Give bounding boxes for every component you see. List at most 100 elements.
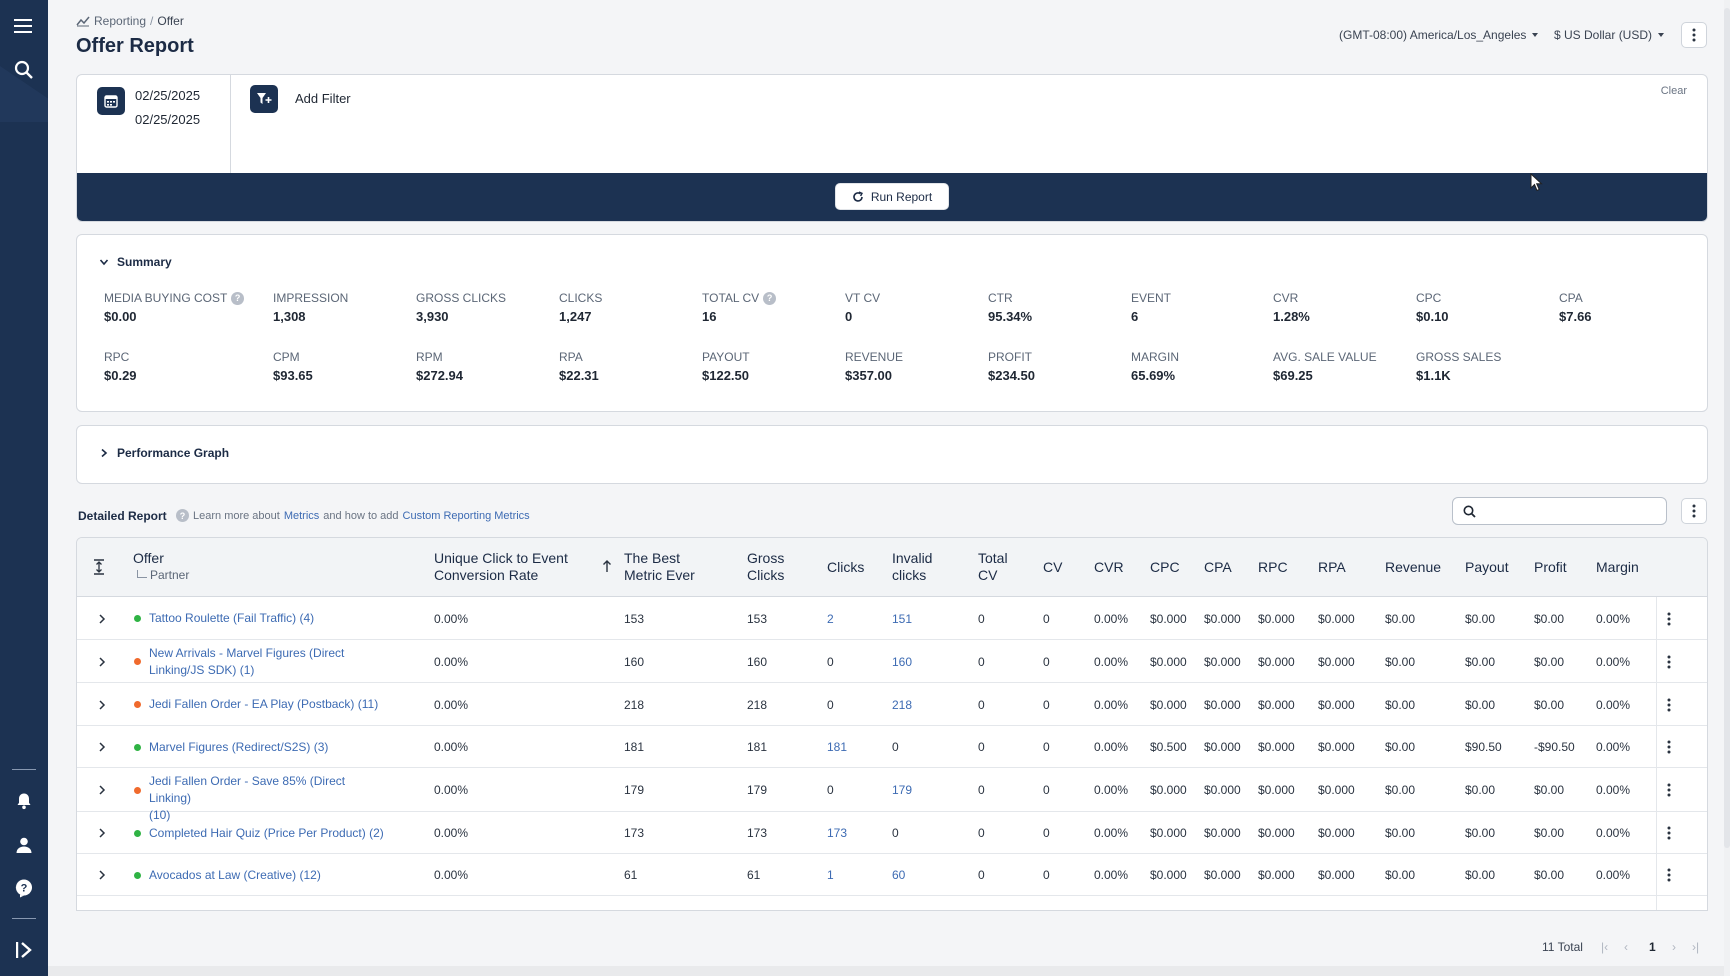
metrics-link[interactable]: Metrics [283,509,320,522]
run-report-button[interactable]: Run Report [835,183,949,210]
add-filter-button[interactable] [250,85,278,113]
summary-metric-label-text: GROSS SALES [1416,350,1502,364]
cell-clicks[interactable]: 173 [827,826,848,840]
col-unique-click-conversion-rate[interactable]: Unique Click to Event Conversion Rate [434,550,568,584]
help-icon[interactable]: ? [763,291,777,305]
expand-sidebar-icon[interactable] [0,932,48,968]
offer-name-link[interactable]: Completed Hair Quiz (Price Per Product) … [149,825,389,842]
cell-clicks[interactable]: 2 [827,611,834,626]
row-actions-icon[interactable] [1662,697,1676,713]
col-clicks[interactable]: Clicks [827,559,865,575]
row-actions-icon[interactable] [1662,611,1676,627]
table-row[interactable]: Completed Hair Quiz (Price Per Product) … [77,812,1707,854]
search-icon[interactable] [0,52,48,88]
cell-cpa: $0.000 [1204,697,1241,712]
summary-metric: RPM $272.94 [416,350,556,383]
row-actions-icon[interactable] [1662,867,1676,883]
table-row[interactable]: Jedi Fallen Order - Save 85% (Direct Lin… [77,768,1707,822]
summary-metric-label: RPM [416,350,556,364]
offer-name-link[interactable]: New Arrivals - Marvel Figures (Direct Lin… [149,645,389,679]
summary-metric: PAYOUT $122.50 [702,350,842,383]
cell-clicks[interactable]: 181 [827,740,848,754]
help-icon[interactable]: ? [231,291,244,305]
cell-cv: 0 [1043,740,1050,754]
chevron-right-icon[interactable] [95,868,109,882]
chevron-right-icon[interactable] [95,740,109,754]
table-row[interactable]: Marvel Figures (Redirect/S2S) (3) 0.00% 18… [77,726,1707,768]
last-page-icon[interactable]: ›| [1692,940,1700,954]
next-page-icon[interactable]: › [1672,940,1676,954]
col-cv[interactable]: CV [1043,559,1063,575]
table-row[interactable]: New Arrivals - Marvel Figures (Direct Lin… [77,640,1707,683]
chevron-right-icon[interactable] [95,826,109,840]
row-actions-icon[interactable] [1662,739,1676,755]
date-range[interactable]: 02/25/2025 02/25/2025 [77,75,231,173]
offer-name-link[interactable]: Marvel Figures (Redirect/S2S) (3) [149,739,389,756]
cell-invalid[interactable]: 218 [892,697,913,712]
table-row[interactable]: Jedi Fallen Order - EA Play (Postback) (… [77,683,1707,726]
cell-invalid[interactable]: 60 [892,868,906,882]
col-cpa[interactable]: CPA [1204,559,1232,575]
summary-metric: GROSS SALES $1.1K [1416,350,1556,383]
help-icon[interactable]: ? [0,870,48,906]
menu-icon[interactable] [0,8,48,44]
table-search-input[interactable] [1482,504,1666,518]
cell-clicks[interactable]: 1 [827,868,834,882]
cell-invalid[interactable]: 179 [892,783,913,797]
summary-metric-label-text: MARGIN [1131,350,1179,364]
col-revenue[interactable]: Revenue [1385,559,1442,575]
chevron-right-icon[interactable] [95,655,109,669]
calendar-button[interactable] [97,87,125,115]
currency-select[interactable]: $ US Dollar (USD) [1554,28,1665,42]
table-row[interactable]: Avocados at Law (Creative) (12) 0.00% 61 61… [77,854,1707,896]
row-actions-icon[interactable] [1662,782,1676,798]
chevron-right-icon[interactable] [95,783,109,797]
clear-filters-button[interactable]: Clear [1660,85,1687,97]
col-profit[interactable]: Profit [1534,559,1567,575]
row-actions-icon[interactable] [1662,654,1676,670]
sort-ascending-icon[interactable] [602,559,612,576]
bell-icon[interactable] [0,783,48,819]
col-total-cv[interactable]: Total CV [978,550,1008,584]
breadcrumb-reporting[interactable]: Reporting [94,14,147,28]
table-options-button[interactable] [1681,498,1707,524]
offer-name-link[interactable]: Tattoo Roulette (Fail Traffic) (4) [149,610,389,627]
page-scrollbar[interactable] [1724,0,1730,976]
table-row[interactable]: Tattoo Roulette (Fail Traffic) (4) 0.00% 1… [77,597,1707,640]
col-rpa[interactable]: RPA [1318,559,1346,575]
expand-all-icon[interactable] [93,559,105,578]
performance-graph-toggle[interactable]: Performance Graph [99,446,229,460]
page-number-current[interactable]: 1 [1649,940,1656,954]
offer-name-link[interactable]: Avocados at Law (Creative) (12) [149,867,389,884]
col-offer[interactable]: Offer Partner [133,550,189,584]
timezone-select[interactable]: (GMT-08:00) America/Los_Angeles [1339,28,1539,42]
col-invalid-clicks[interactable]: Invalid clicks [892,550,932,584]
page-options-button[interactable] [1681,22,1707,48]
col-best-metric[interactable]: The Best Metric Ever [624,550,695,584]
offer-name-link[interactable]: Jedi Fallen Order - Save 85% (Direct Lin… [149,773,389,824]
status-dot [134,743,141,751]
summary-toggle[interactable]: Summary [99,255,172,269]
table-search[interactable] [1452,497,1667,525]
chevron-right-icon[interactable] [95,698,109,712]
cell-invalid[interactable]: 151 [892,611,913,626]
col-cpc[interactable]: CPC [1150,559,1180,575]
cell-revenue: $0.00 [1385,611,1416,626]
scrollbar-thumb[interactable] [1724,8,1730,848]
offer-name-link[interactable]: Jedi Fallen Order - EA Play (Postback) (… [149,696,389,713]
col-payout[interactable]: Payout [1465,559,1509,575]
col-rpc[interactable]: RPC [1258,559,1288,575]
row-actions-icon[interactable] [1662,825,1676,841]
prev-page-icon[interactable]: ‹ [1624,940,1628,954]
user-icon[interactable] [0,827,48,863]
col-gross-clicks[interactable]: Gross Clicks [747,550,784,584]
chevron-right-icon[interactable] [95,612,109,626]
custom-metrics-link[interactable]: Custom Reporting Metrics [402,509,530,522]
col-margin[interactable]: Margin [1596,559,1639,575]
col-cvr[interactable]: CVR [1094,559,1124,575]
cell-margin: 0.00% [1596,740,1631,754]
add-filter-label[interactable]: Add Filter [295,91,351,106]
cell-gross: 218 [747,697,768,712]
first-page-icon[interactable]: |‹ [1601,940,1609,954]
cell-invalid[interactable]: 160 [892,654,913,669]
